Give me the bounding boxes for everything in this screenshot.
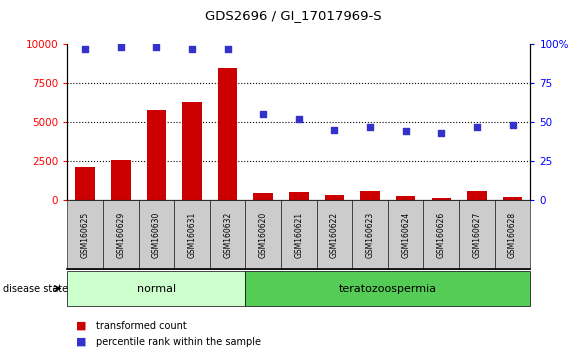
Text: transformed count: transformed count — [96, 321, 186, 331]
Text: ■: ■ — [76, 337, 87, 347]
Bar — [218, 68, 237, 200]
Text: GSM160632: GSM160632 — [223, 211, 232, 258]
Point — [294, 116, 304, 122]
Point — [80, 46, 90, 52]
Text: GSM160629: GSM160629 — [116, 211, 125, 258]
Text: GSM160627: GSM160627 — [472, 211, 482, 258]
Text: GSM160623: GSM160623 — [366, 211, 374, 258]
Bar — [146, 110, 166, 200]
Point — [437, 130, 446, 136]
Bar — [360, 192, 380, 200]
Text: percentile rank within the sample: percentile rank within the sample — [96, 337, 261, 347]
Point — [258, 112, 268, 117]
Point — [401, 129, 410, 134]
Bar — [325, 195, 344, 200]
Text: teratozoospermia: teratozoospermia — [339, 284, 437, 293]
Text: GSM160630: GSM160630 — [152, 211, 161, 258]
Text: GSM160626: GSM160626 — [437, 211, 446, 258]
Text: ■: ■ — [76, 321, 87, 331]
Point — [223, 46, 232, 52]
Point — [472, 124, 482, 130]
Text: GSM160622: GSM160622 — [330, 211, 339, 258]
Point — [152, 45, 161, 50]
Point — [116, 45, 125, 50]
Text: GSM160625: GSM160625 — [81, 211, 90, 258]
Point — [188, 46, 197, 52]
Bar — [182, 102, 202, 200]
Bar — [431, 198, 451, 200]
Bar — [254, 193, 273, 200]
Text: GSM160628: GSM160628 — [508, 211, 517, 258]
Bar — [111, 160, 131, 200]
Point — [366, 124, 375, 130]
Text: disease state: disease state — [3, 284, 68, 293]
Bar — [503, 197, 522, 200]
Bar — [467, 192, 487, 200]
Point — [330, 127, 339, 133]
Bar — [76, 167, 95, 200]
Text: GSM160621: GSM160621 — [294, 211, 304, 258]
Text: GDS2696 / GI_17017969-S: GDS2696 / GI_17017969-S — [205, 10, 381, 22]
Text: GSM160631: GSM160631 — [188, 211, 196, 258]
Text: GSM160624: GSM160624 — [401, 211, 410, 258]
Text: GSM160620: GSM160620 — [259, 211, 268, 258]
Bar — [289, 192, 309, 200]
Point — [508, 122, 517, 128]
Bar — [396, 196, 415, 200]
Text: normal: normal — [137, 284, 176, 293]
